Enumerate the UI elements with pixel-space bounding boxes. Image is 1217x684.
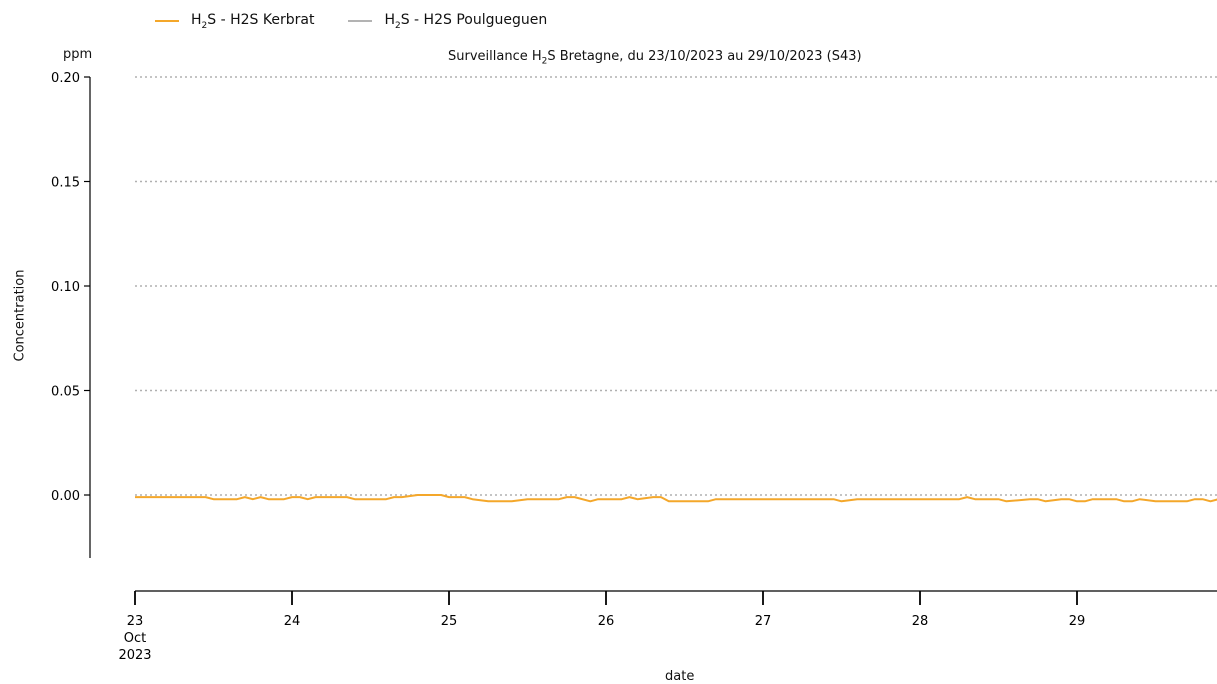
y-tick-label: 0.00 (51, 489, 80, 504)
y-tick-label: 0.15 (51, 176, 80, 191)
x-tick-label: 29 (1069, 614, 1086, 629)
legend-label-kerbrat: H2S - H2S Kerbrat (191, 12, 315, 31)
y-tick-label: 0.10 (51, 280, 80, 295)
x-tick-label: 28 (912, 614, 929, 629)
chart-title: Surveillance H2S Bretagne, du 23/10/2023… (448, 49, 862, 67)
grid-lines (135, 76, 1217, 496)
legend-swatch-poulgueguen (348, 20, 373, 23)
series-lines (135, 494, 1217, 503)
y-tick-label: 0.20 (51, 71, 80, 86)
y-unit-label: ppm (63, 47, 93, 62)
x-ticks: 23 Oct 2023 24 25 26 27 28 29 (118, 591, 1085, 663)
x-tick-label: 23 (127, 614, 144, 629)
x-tick-label: 25 (441, 614, 458, 629)
y-tick-label: 0.05 (51, 385, 80, 400)
legend-item-poulgueguen[interactable]: H2S - H2S Poulgueguen (348, 12, 547, 31)
legend-swatch-kerbrat (155, 20, 179, 23)
x-tick-label: 24 (284, 614, 301, 629)
x-axis-label: date (665, 669, 695, 684)
y-ticks: 0.00 0.05 0.10 0.15 0.20 (51, 71, 90, 504)
x-tick-label: 26 (598, 614, 615, 629)
x-tick-label: 27 (755, 614, 772, 629)
y-axis-label: Concentration (12, 269, 28, 362)
x-tick-label: Oct (124, 631, 146, 646)
legend: H2S - H2S Kerbrat H2S - H2S Poulgueguen (155, 12, 547, 31)
x-tick-label: 2023 (118, 648, 151, 663)
legend-label-poulgueguen: H2S - H2S Poulgueguen (384, 12, 548, 31)
series-line-0 (135, 494, 1217, 503)
legend-item-kerbrat[interactable]: H2S - H2S Kerbrat (155, 12, 314, 31)
